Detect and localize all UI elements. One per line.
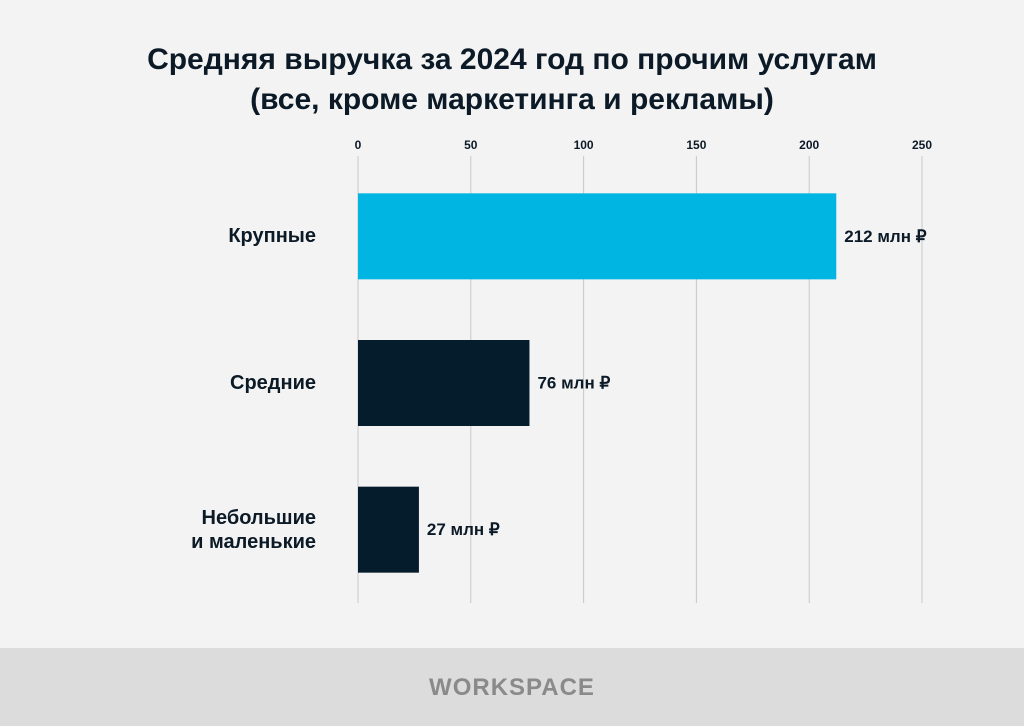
x-tick-label: 150 <box>686 138 706 152</box>
y-tick-label: Средние <box>230 372 316 394</box>
footer: WORKSPACE <box>0 648 1024 726</box>
chart: 0 50 100 150 200 250 212 млн ₽ 76 млн ₽ 27 млн ₽ <box>355 138 932 603</box>
x-tick-label: 250 <box>912 138 932 152</box>
x-tick-label: 50 <box>464 138 478 152</box>
x-tick-label: 200 <box>799 138 819 152</box>
bar <box>358 340 530 426</box>
y-tick-label: Небольшие и маленькие <box>191 506 316 553</box>
value-label: 76 млн ₽ <box>537 373 610 392</box>
brand: WORKSPACE <box>429 674 595 701</box>
bar <box>358 193 837 280</box>
x-tick-label: 0 <box>355 138 362 152</box>
x-tick-label: 100 <box>574 138 594 152</box>
y-tick-label: Крупные <box>228 225 316 248</box>
chart-title: Средняя выручка за 2024 год по прочим ус… <box>147 43 877 116</box>
value-label: 212 млн ₽ <box>844 227 926 246</box>
bar <box>358 486 419 573</box>
value-label: 27 млн ₽ <box>427 520 500 539</box>
